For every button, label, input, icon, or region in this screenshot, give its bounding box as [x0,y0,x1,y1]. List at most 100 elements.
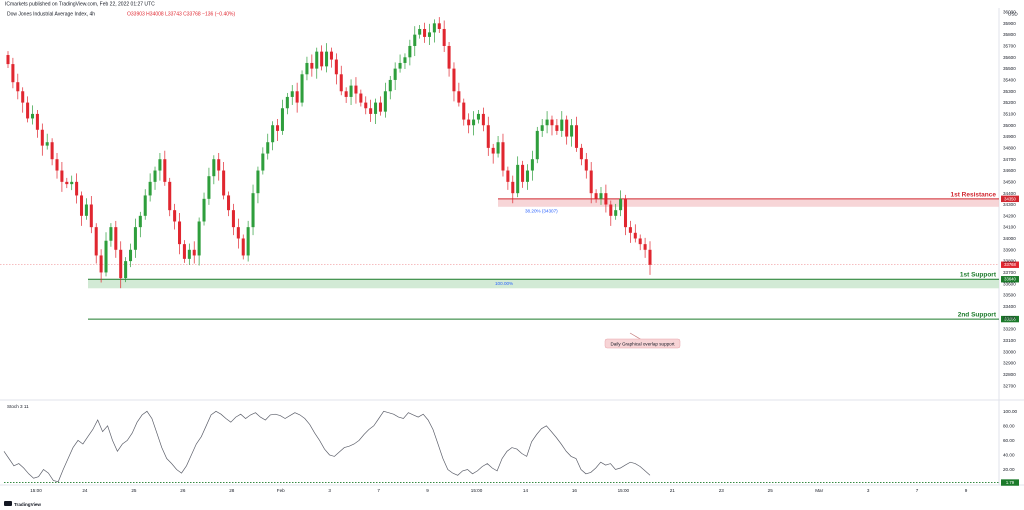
candle-body [276,125,280,131]
level-price-tag-text: 33640 [1004,277,1016,282]
candle-body [241,238,245,256]
candle-body [133,227,137,250]
candle-body [104,240,108,273]
candle-body [530,159,534,171]
candle-body [11,64,15,83]
price-axis: 36000 35900 35800 35700 35600 35500 35400 35300… [1003,10,1017,472]
candle-body [589,170,593,194]
candle-body [158,159,162,171]
stoch-tick-label: 40.00 [1003,453,1015,458]
price-tick-label: 33500 [1003,293,1016,298]
price-tick-label: 34300 [1003,202,1016,207]
candle-body [271,125,275,143]
candle-body [236,227,240,239]
candle-body [604,193,608,205]
candle-body [148,181,152,196]
stoch-line [3,410,651,483]
candle-body [339,74,343,92]
callout-text: Daily Graphical overlap support [610,341,675,346]
support-zone [88,279,999,289]
price-tick-label: 35800 [1003,32,1016,37]
time-tick-label: 7 [377,488,380,493]
level-label: 1st Resistance [950,191,996,198]
price-tick-label: 34100 [1003,225,1016,230]
candle-body [413,34,417,46]
candle-body [550,119,554,126]
candle-body [619,198,623,211]
candle-body [227,195,231,211]
candle-body [207,176,211,199]
candle-body [285,96,289,109]
candle-body [486,125,490,148]
candle-body [570,125,574,137]
candle-body [178,221,182,245]
price-tick-label: 33000 [1003,349,1016,354]
time-tick-label: 24 [82,488,88,493]
candle-body [30,113,35,119]
candle-body [628,227,632,233]
candle-body [555,125,559,131]
time-tick-label: Mar [815,488,823,493]
candle-body [251,193,255,228]
candle-body [535,130,539,160]
level-label: 2nd Support [958,312,997,319]
candle-body [374,102,378,114]
candle-body [472,119,476,126]
candle-body [354,85,358,94]
candle-body [163,159,167,182]
candle-body [623,198,628,228]
price-tick-label: 33800 [1003,259,1016,264]
symbol-title: Dow Jones Industrial Average Index, 4h [7,12,95,18]
price-tick-label: 32700 [1003,383,1016,388]
time-tick-label: 14 [523,488,529,493]
level-price-tag [1001,195,1019,203]
time-tick-label: 3 [328,488,331,493]
candle-body [114,227,118,250]
level-zones: 1st Resistance 34350 1st Support 33640 2nd S… [0,191,1019,323]
candle-body [427,32,431,37]
candle-body [109,227,113,241]
candle-body [594,193,598,199]
candle-body [334,59,338,75]
time-tick-label: 25 [131,488,137,493]
last-price-tag [1001,261,1019,268]
time-tick-label: 21 [670,488,676,493]
publisher-line: ICmarkets published on TradingView.com, … [5,2,155,8]
candle-body [599,193,603,199]
candle-body [75,181,79,196]
candle-body [246,227,250,256]
price-tick-label: 33100 [1003,338,1016,343]
candle-body [300,74,304,103]
stoch-tick-label: 60.00 [1003,438,1015,443]
candle-body [320,51,324,67]
candle-body [511,181,515,194]
resistance-zone [498,198,999,207]
candle-body [344,91,348,97]
price-tick-label: 36000 [1003,10,1016,15]
candle-body [65,181,69,185]
candle-body [584,159,588,171]
candle-body [565,119,569,137]
candle-body [202,198,206,222]
tradingview-logo-icon [4,501,12,506]
candle-body [467,119,471,126]
candle-body [506,170,510,182]
candle-body [310,62,314,69]
price-tick-label: 34000 [1003,236,1016,241]
candle-body [481,113,485,126]
candle-body [6,55,10,65]
candle-body [84,204,88,216]
candle-body [325,51,329,67]
price-tick-label: 34200 [1003,213,1016,218]
candle-body [418,28,422,35]
candle-body [222,170,226,196]
price-tick-label: 34500 [1003,179,1016,184]
candle-body [70,181,74,185]
candle-body [231,210,235,228]
price-tick-label: 35600 [1003,55,1016,60]
candle-body [35,113,39,130]
time-tick-label: 7 [916,488,919,493]
candle-body [574,125,579,148]
candle-body [290,91,294,97]
